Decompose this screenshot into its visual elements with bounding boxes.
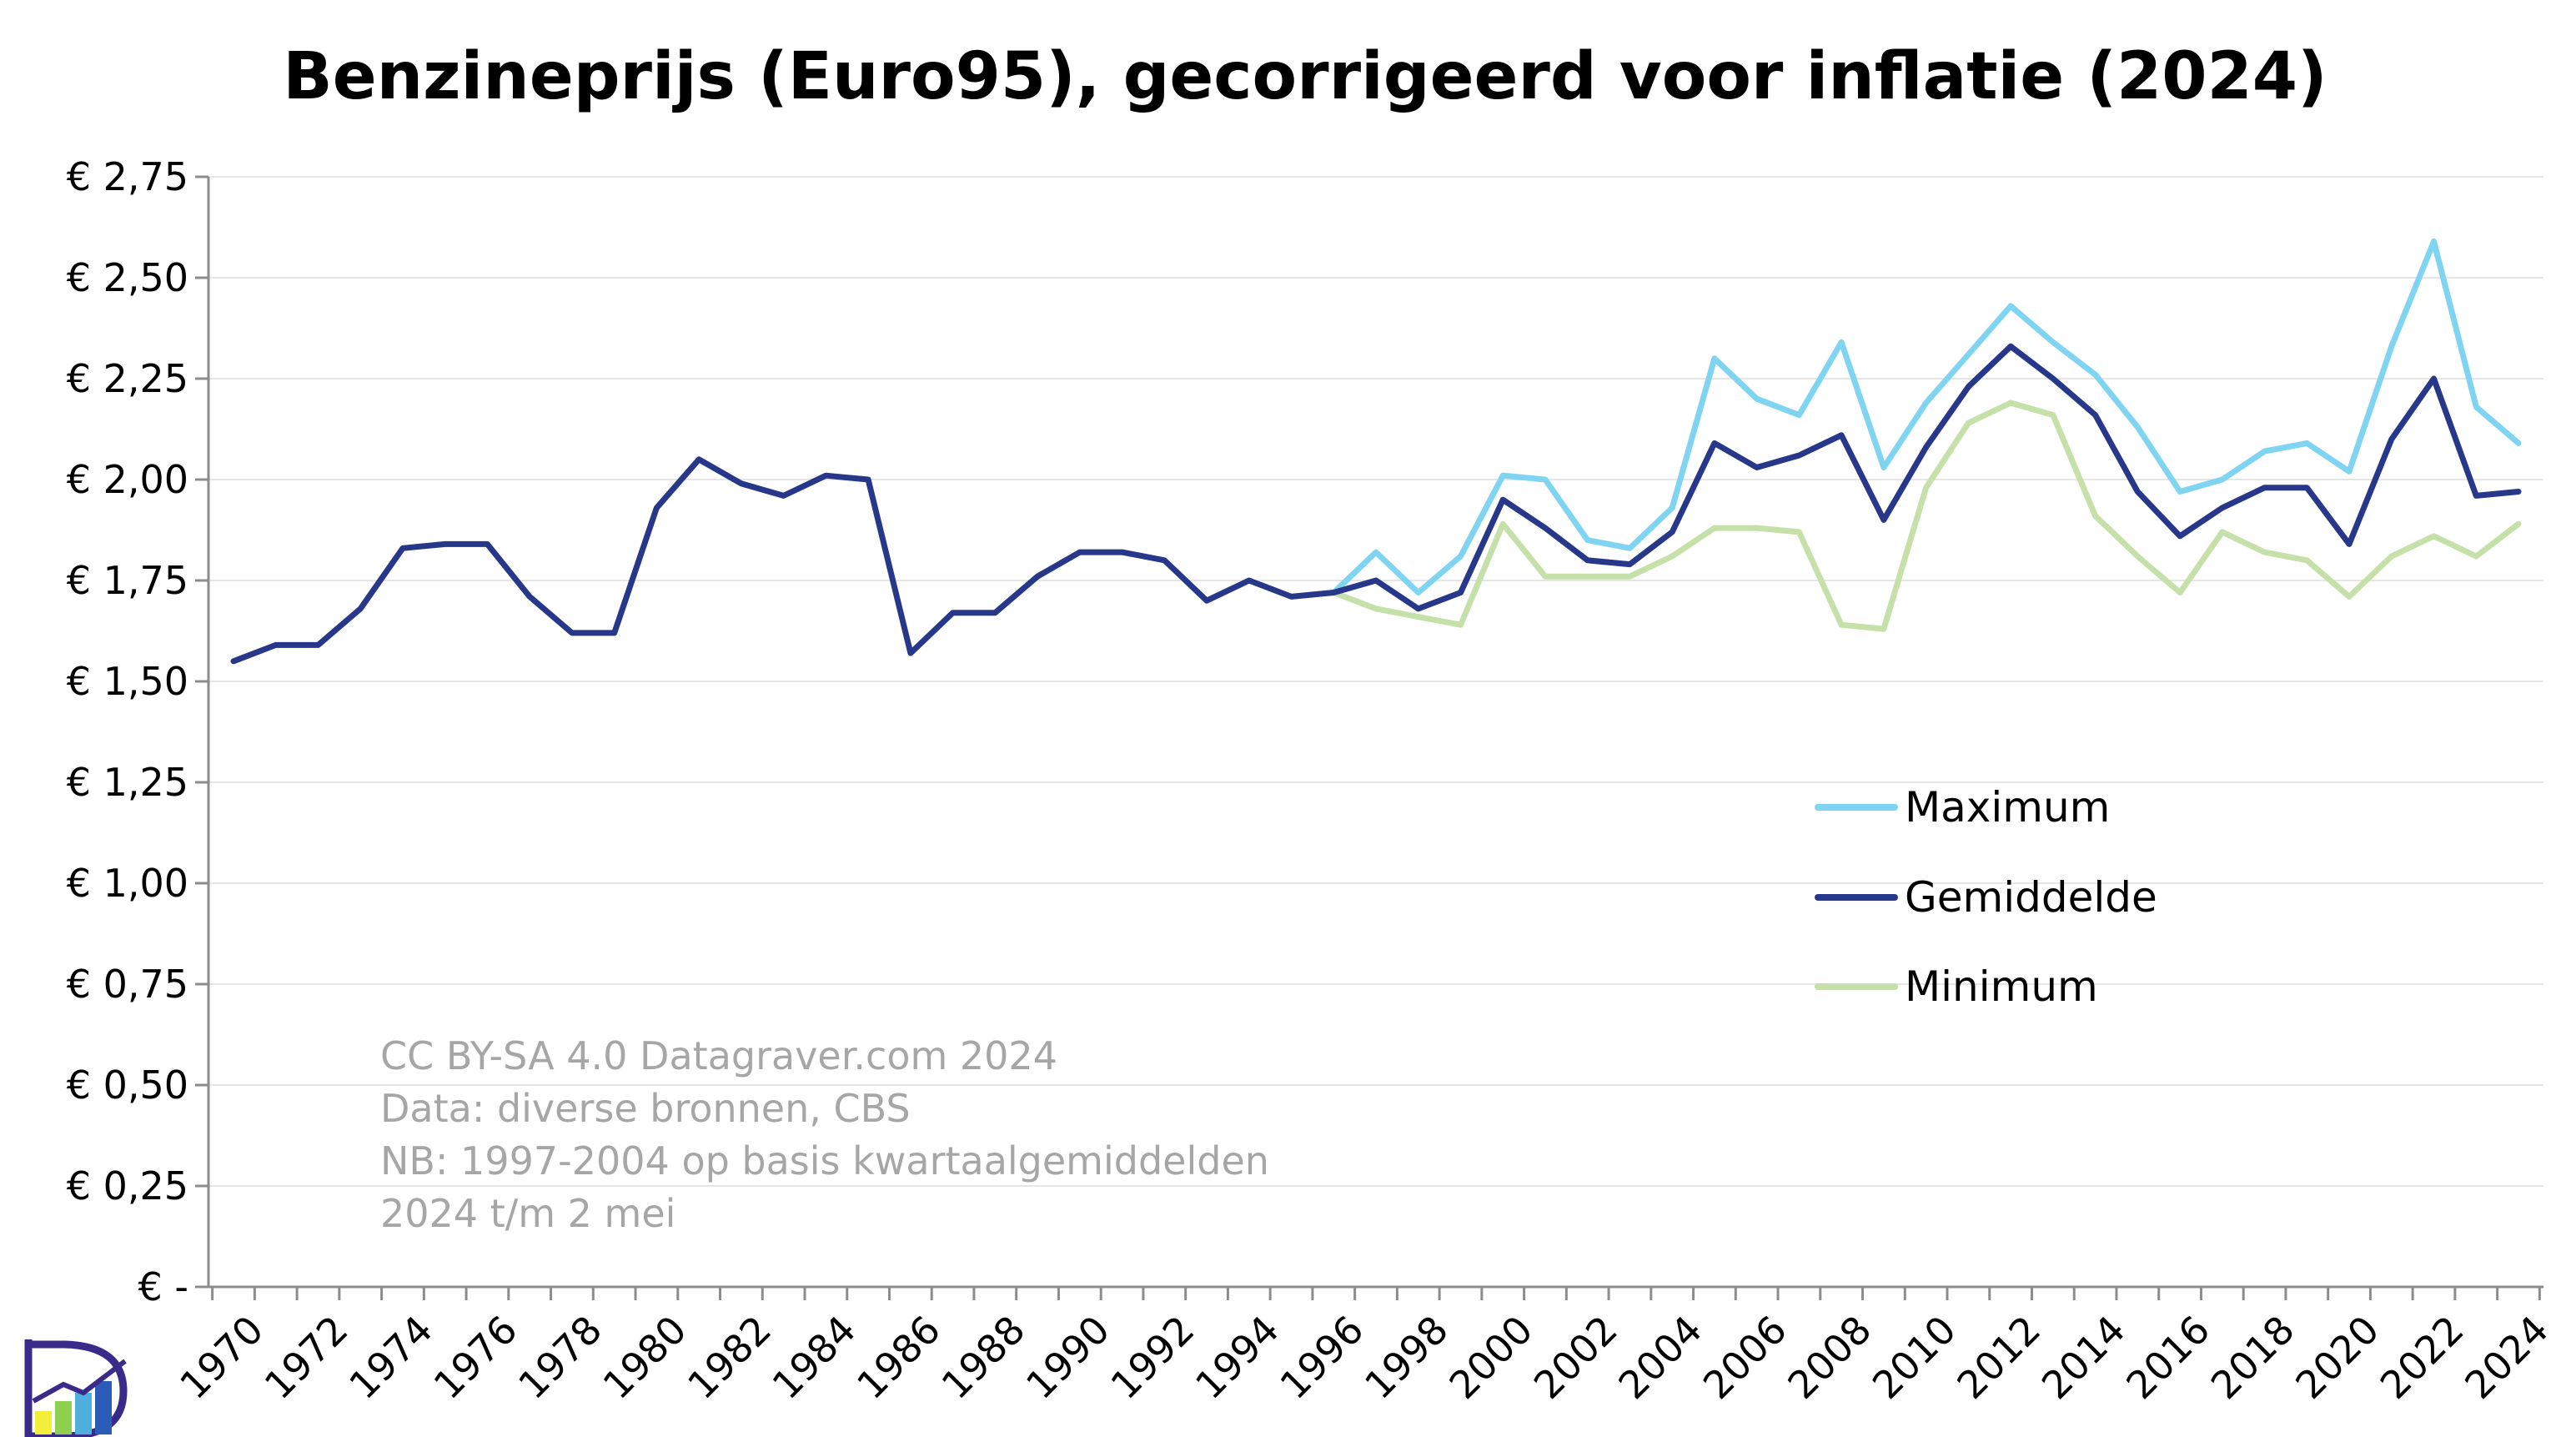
datagraver-logo-icon <box>24 1339 128 1437</box>
x-tick-label: 2000 <box>1440 1307 1541 1408</box>
legend-label: Maximum <box>1905 783 2110 832</box>
x-tick-label: 1980 <box>595 1307 695 1408</box>
x-tick-label: 2006 <box>1695 1307 1795 1408</box>
source-notes: CC BY-SA 4.0 Datagraver.com 2024 Data: di… <box>380 1033 1269 1236</box>
source-note: NB: 1997-2004 op basis kwartaalgemiddeld… <box>380 1138 1269 1183</box>
source-note: CC BY-SA 4.0 Datagraver.com 2024 <box>380 1033 1057 1078</box>
x-tick-label: 2020 <box>2287 1307 2388 1408</box>
x-tick-label: 1976 <box>425 1307 526 1408</box>
logo-bar <box>95 1381 112 1434</box>
x-tick-label: 2016 <box>2117 1307 2218 1408</box>
x-tick-label: 2024 <box>2456 1307 2557 1408</box>
chart-title: Benzineprijs (Euro95), gecorrigeerd voor… <box>283 39 2327 114</box>
source-note: Data: diverse bronnen, CBS <box>380 1086 911 1131</box>
x-tick-label: 2022 <box>2372 1307 2473 1408</box>
x-tick-label: 2014 <box>2033 1307 2134 1408</box>
x-tick-label: 1998 <box>1356 1307 1457 1408</box>
logo-bar <box>35 1411 52 1434</box>
x-tick-label: 1982 <box>679 1307 780 1408</box>
x-tick-labels: 1970197219741976197819801982198419861988… <box>171 1307 2557 1408</box>
logo-bar <box>55 1401 72 1434</box>
series-line-gemiddelde <box>230 343 2522 665</box>
y-tick-label: € 1,50 <box>67 659 188 704</box>
logo-trend-line <box>32 1359 127 1404</box>
y-tick-label: € 0,25 <box>67 1163 188 1208</box>
y-tick-label: € 2,50 <box>67 255 188 300</box>
legend-label: Gemiddelde <box>1905 873 2157 922</box>
x-tick-label: 1992 <box>1102 1307 1203 1408</box>
x-tick-label: 1986 <box>848 1307 949 1408</box>
x-tick-label: 2008 <box>1779 1307 1880 1408</box>
legend-label: Minimum <box>1905 962 2098 1011</box>
y-tick-label: € - <box>138 1264 189 1309</box>
source-note: 2024 t/m 2 mei <box>380 1191 675 1236</box>
y-tick-label: € 2,75 <box>67 154 188 199</box>
x-tick-label: 1974 <box>340 1307 441 1408</box>
y-tick-label: € 1,00 <box>67 861 188 906</box>
axes <box>195 175 2543 1300</box>
series-line-minimum <box>1330 399 2522 632</box>
x-tick-label: 1994 <box>1187 1307 1288 1408</box>
x-tick-label: 2018 <box>2202 1307 2303 1408</box>
y-tick-label: € 2,25 <box>67 356 188 401</box>
x-tick-label: 1972 <box>256 1307 357 1408</box>
legend: Maximum Gemiddelde Minimum <box>1815 783 2157 1011</box>
y-tick-label: € 1,25 <box>67 760 188 805</box>
logo-bar <box>75 1393 92 1434</box>
x-tick-label: 1984 <box>764 1307 865 1408</box>
x-tick-label: 2004 <box>1609 1307 1710 1408</box>
y-tick-labels: € - € 0,25 € 0,50 € 0,75 € 1,00 € 1,25 € 1,50 €… <box>67 154 188 1309</box>
series-line-maximum <box>1330 238 2522 595</box>
x-tick-label: 1988 <box>933 1307 1034 1408</box>
y-tick-label: € 2,00 <box>67 457 188 502</box>
x-tick-label: 2002 <box>1525 1307 1626 1408</box>
x-tick-label: 1978 <box>510 1307 610 1408</box>
x-tick-label: 2012 <box>1948 1307 2049 1408</box>
x-tick-label: 2010 <box>1864 1307 1965 1408</box>
series-lines <box>230 238 2522 665</box>
x-tick-label: 1990 <box>1017 1307 1118 1408</box>
y-tick-label: € 0,50 <box>67 1063 188 1108</box>
gridlines <box>208 176 2543 1187</box>
y-tick-label: € 1,75 <box>67 558 188 603</box>
x-tick-label: 1996 <box>1271 1307 1372 1408</box>
x-tick-label: 1970 <box>171 1307 272 1408</box>
y-tick-label: € 0,75 <box>67 962 188 1007</box>
